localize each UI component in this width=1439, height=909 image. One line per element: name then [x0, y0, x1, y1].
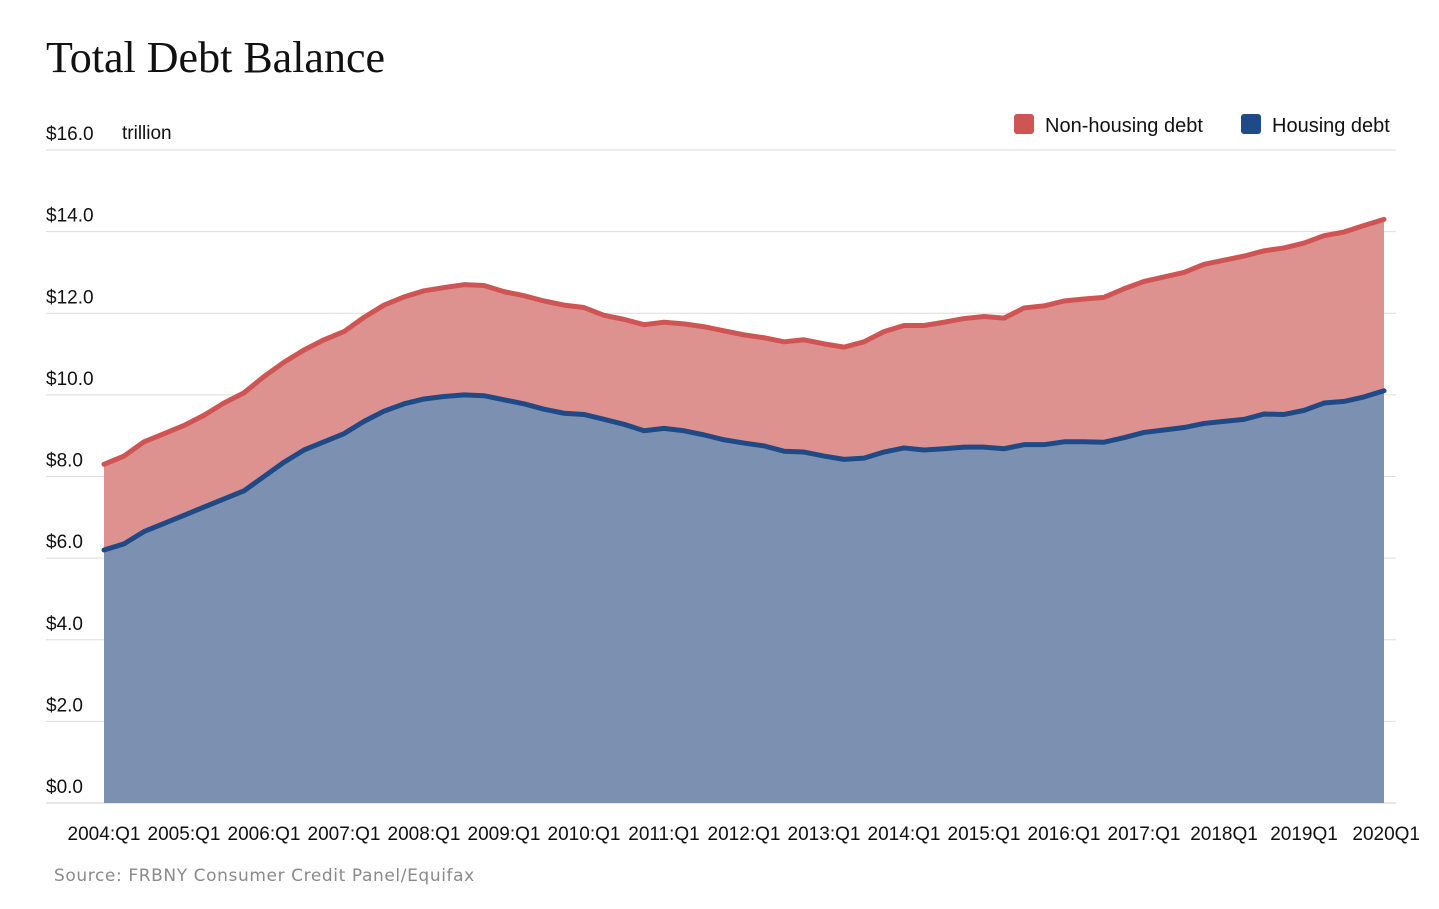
- y-tick-label: $16.0: [46, 124, 94, 145]
- y-axis-ticks: $0.0 $2.0 $4.0 $6.0 $8.0 $10.0 $12.0 $14.0 $16.0: [46, 124, 94, 798]
- x-tick-label: 2012:Q1: [708, 824, 781, 845]
- x-tick-label: 2005:Q1: [148, 824, 221, 845]
- y-tick-label: $6.0: [46, 532, 83, 553]
- legend-swatch-non-housing: [1014, 114, 1034, 134]
- x-tick-label: 2007:Q1: [308, 824, 381, 845]
- y-tick-label: $12.0: [46, 287, 94, 308]
- area-housing-debt: [104, 390, 1384, 803]
- legend-label-housing: Housing debt: [1272, 115, 1390, 137]
- x-tick-label: 2020Q1: [1352, 824, 1420, 845]
- x-tick-label: 2010:Q1: [548, 824, 621, 845]
- x-tick-label: 2011:Q1: [628, 824, 699, 845]
- x-tick-label: 2006:Q1: [228, 824, 301, 845]
- x-tick-label: 2014:Q1: [868, 824, 941, 845]
- y-tick-label: $4.0: [46, 614, 83, 635]
- x-tick-label: 2013:Q1: [788, 824, 861, 845]
- y-tick-label: $0.0: [46, 777, 83, 798]
- chart-title: Total Debt Balance: [46, 33, 386, 82]
- x-axis-ticks: 2004:Q1 2005:Q1 2006:Q1 2007:Q1 2008:Q1 2009:…: [68, 824, 1420, 845]
- y-tick-label: $2.0: [46, 695, 83, 716]
- legend-label-non-housing: Non-housing debt: [1045, 115, 1203, 137]
- x-tick-label: 2019Q1: [1270, 824, 1338, 845]
- legend-swatch-housing: [1241, 114, 1261, 134]
- series-areas: [104, 219, 1384, 803]
- x-tick-label: 2018Q1: [1190, 824, 1258, 845]
- x-tick-label: 2017:Q1: [1108, 824, 1181, 845]
- y-tick-label: $8.0: [46, 451, 83, 472]
- x-tick-label: 2004:Q1: [68, 824, 141, 845]
- line-non-housing-debt: [101, 216, 1387, 467]
- source-note: Source: FRBNY Consumer Credit Panel/Equi…: [54, 866, 475, 886]
- y-tick-label: $10.0: [46, 369, 94, 390]
- x-tick-label: 2008:Q1: [388, 824, 461, 845]
- line-housing-debt: [101, 388, 1387, 553]
- x-tick-label: 2016:Q1: [1028, 824, 1101, 845]
- legend: Non-housing debt Housing debt: [1014, 114, 1390, 137]
- y-tick-label: $14.0: [46, 206, 94, 227]
- x-tick-label: 2009:Q1: [468, 824, 541, 845]
- series-lines: [101, 216, 1387, 553]
- x-tick-label: 2015:Q1: [948, 824, 1021, 845]
- y-axis-unit-label: trillion: [122, 123, 172, 144]
